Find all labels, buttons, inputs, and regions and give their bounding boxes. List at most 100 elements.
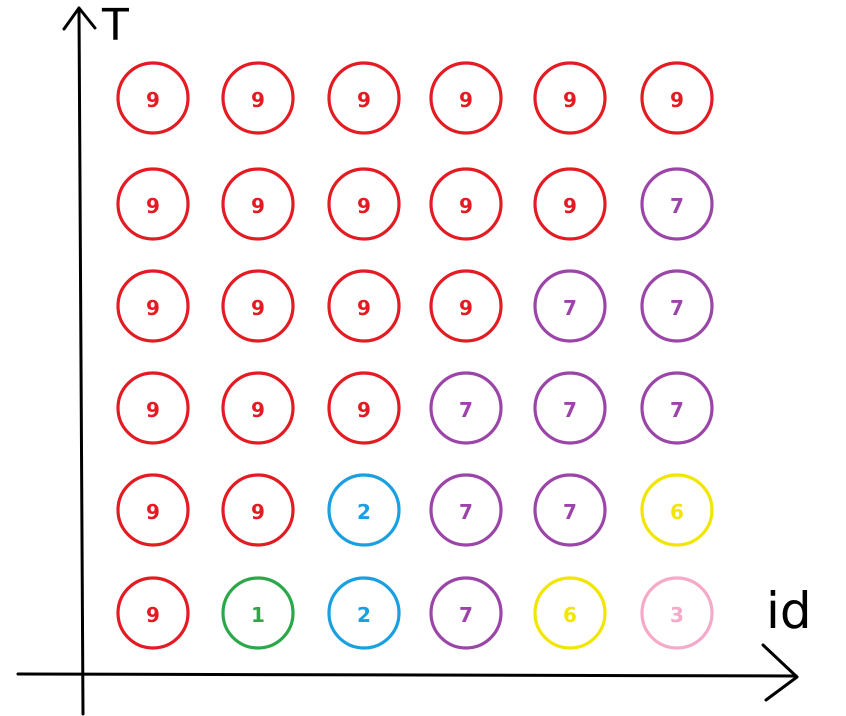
grid-node: 6: [640, 473, 714, 547]
node-circle: [533, 167, 607, 241]
node-circle: [116, 61, 190, 135]
grid-node: 9: [640, 61, 714, 135]
grid-node: 7: [640, 269, 714, 343]
grid-node: 7: [640, 167, 714, 241]
node-label: 7: [670, 296, 684, 320]
node-circle: [116, 473, 190, 547]
node-label: 2: [357, 500, 371, 524]
grid-node: 9: [221, 167, 295, 241]
grid-node: 9: [221, 371, 295, 445]
node-circle: [533, 371, 607, 445]
grid-node: 9: [533, 167, 607, 241]
node-circle: [533, 473, 607, 547]
node-circle: [221, 167, 295, 241]
node-label: 9: [251, 194, 265, 218]
node-label: 9: [357, 88, 371, 112]
grid-node: 9: [327, 167, 401, 241]
x-axis-line: [16, 672, 798, 678]
node-label: 9: [146, 88, 160, 112]
node-circle: [640, 269, 714, 343]
node-label: 7: [459, 500, 473, 524]
node-circle: [221, 371, 295, 445]
node-label: 9: [146, 500, 160, 524]
node-label: 7: [563, 500, 577, 524]
grid-node: 7: [429, 576, 503, 650]
node-label: 9: [357, 398, 371, 422]
grid-node: 7: [533, 269, 607, 343]
node-label: 9: [357, 296, 371, 320]
y-axis-arrowhead: [62, 6, 97, 31]
node-label: 9: [146, 398, 160, 422]
node-label: 1: [251, 603, 265, 627]
node-label: 7: [670, 398, 684, 422]
grid-node: 1: [221, 576, 295, 650]
node-circle: [327, 61, 401, 135]
node-label: 9: [357, 194, 371, 218]
node-circle: [429, 61, 503, 135]
node-circle: [640, 371, 714, 445]
y-axis-label: T: [102, 0, 129, 51]
node-label: 7: [459, 603, 473, 627]
node-circle: [327, 371, 401, 445]
grid-node: 9: [221, 269, 295, 343]
node-label: 7: [670, 194, 684, 218]
node-circle: [533, 269, 607, 343]
grid-node: 2: [327, 473, 401, 547]
grid-node: 9: [533, 61, 607, 135]
node-label: 9: [459, 296, 473, 320]
node-circle: [221, 269, 295, 343]
grid-node: 7: [533, 473, 607, 547]
node-circle: [327, 269, 401, 343]
grid-node: 7: [429, 473, 503, 547]
node-label: 9: [459, 194, 473, 218]
node-label: 9: [251, 88, 265, 112]
node-label: 9: [251, 398, 265, 422]
node-circle: [533, 576, 607, 650]
grid-node: 9: [116, 61, 190, 135]
node-circle: [116, 371, 190, 445]
grid-node: 6: [533, 576, 607, 650]
grid-node: 9: [221, 473, 295, 547]
axes: [16, 6, 799, 716]
node-circle: [429, 269, 503, 343]
grid-node: 7: [429, 371, 503, 445]
grid-node: 3: [640, 576, 714, 650]
node-label: 9: [146, 296, 160, 320]
node-circle: [640, 473, 714, 547]
node-circle: [221, 61, 295, 135]
grid-node: 9: [116, 473, 190, 547]
node-label: 9: [459, 88, 473, 112]
x-axis-label: id: [766, 582, 812, 640]
node-label: 9: [670, 88, 684, 112]
grid-node: 9: [116, 371, 190, 445]
nodes-layer: 9 9 9 9 9 99 9 9 9 9 79 9 9 9 7 79 9 9 7 7 79 9 2 7 7 69 1 2 7 6 3: [116, 61, 714, 650]
node-circle: [116, 269, 190, 343]
node-circle: [429, 576, 503, 650]
node-circle: [429, 167, 503, 241]
grid-node: 9: [429, 269, 503, 343]
node-circle: [327, 576, 401, 650]
node-circle: [116, 576, 190, 650]
grid-node: 7: [533, 371, 607, 445]
node-label: 9: [251, 500, 265, 524]
node-label: 7: [459, 398, 473, 422]
node-label: 9: [251, 296, 265, 320]
x-axis-arrowhead: [761, 643, 799, 702]
node-circle: [327, 473, 401, 547]
grid-node: 9: [327, 371, 401, 445]
node-label: 9: [146, 194, 160, 218]
grid-node: 9: [429, 61, 503, 135]
grid-node: 9: [327, 61, 401, 135]
grid-node: 9: [116, 167, 190, 241]
node-label: 7: [563, 398, 577, 422]
node-circle: [327, 167, 401, 241]
grid-node: 9: [116, 269, 190, 343]
node-circle: [221, 473, 295, 547]
node-label: 9: [563, 194, 577, 218]
node-circle: [640, 61, 714, 135]
node-circle: [429, 371, 503, 445]
node-label: 2: [357, 603, 371, 627]
node-circle: [640, 167, 714, 241]
node-circle: [116, 167, 190, 241]
